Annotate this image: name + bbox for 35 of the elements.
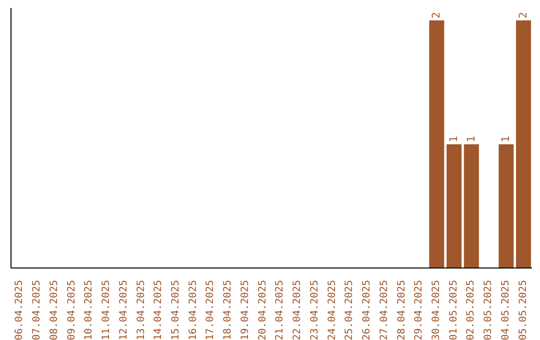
x-tick-label: 18.04.2025	[222, 280, 234, 340]
x-tick-label: 12.04.2025	[118, 280, 130, 340]
x-tick-label: 16.04.2025	[188, 280, 199, 340]
x-tick-label: 21.04.2025	[274, 280, 286, 340]
data-label: 2	[430, 12, 443, 18]
x-tick-label: 30.04.2025	[430, 280, 442, 340]
x-tick-label: 01.05.2025	[448, 280, 460, 340]
x-tick-label: 04.05.2025	[500, 280, 512, 340]
x-tick-label: 08.04.2025	[48, 280, 60, 340]
data-label: 2	[518, 12, 530, 18]
data-label: 1	[500, 136, 512, 142]
data-label: 1	[465, 136, 478, 142]
x-tick-label: 06.04.2025	[14, 280, 26, 340]
data-label: 1	[448, 136, 460, 142]
x-tick-label: 29.04.2025	[414, 280, 425, 340]
x-tick-label: 26.04.2025	[362, 280, 373, 340]
x-tick-label: 17.04.2025	[205, 280, 216, 340]
x-tick-label: 11.04.2025	[101, 280, 112, 340]
x-tick-label: 24.04.2025	[326, 280, 338, 340]
x-tick-label: 09.04.2025	[66, 280, 78, 340]
x-tick-label: 05.05.2025	[518, 280, 529, 340]
x-tick-label: 07.04.2025	[32, 280, 43, 340]
x-tick-label: 13.04.2025	[136, 280, 147, 340]
x-tick-label: 25.04.2025	[344, 280, 356, 340]
x-tick-label: 02.05.2025	[466, 280, 477, 340]
x-tick-label: 28.04.2025	[396, 280, 408, 340]
x-tick-label: 03.05.2025	[483, 280, 494, 340]
x-tick-label: 14.04.2025	[153, 280, 164, 340]
x-tick-label: 10.04.2025	[84, 280, 95, 340]
x-tick-label: 27.04.2025	[378, 280, 390, 340]
x-tick-label: 19.04.2025	[240, 280, 251, 340]
x-tick-label: 23.04.2025	[309, 280, 320, 340]
x-tick-label: 20.04.2025	[257, 280, 268, 340]
x-tick-label: 15.04.2025	[170, 280, 182, 340]
x-tick-label: 22.04.2025	[292, 280, 304, 340]
